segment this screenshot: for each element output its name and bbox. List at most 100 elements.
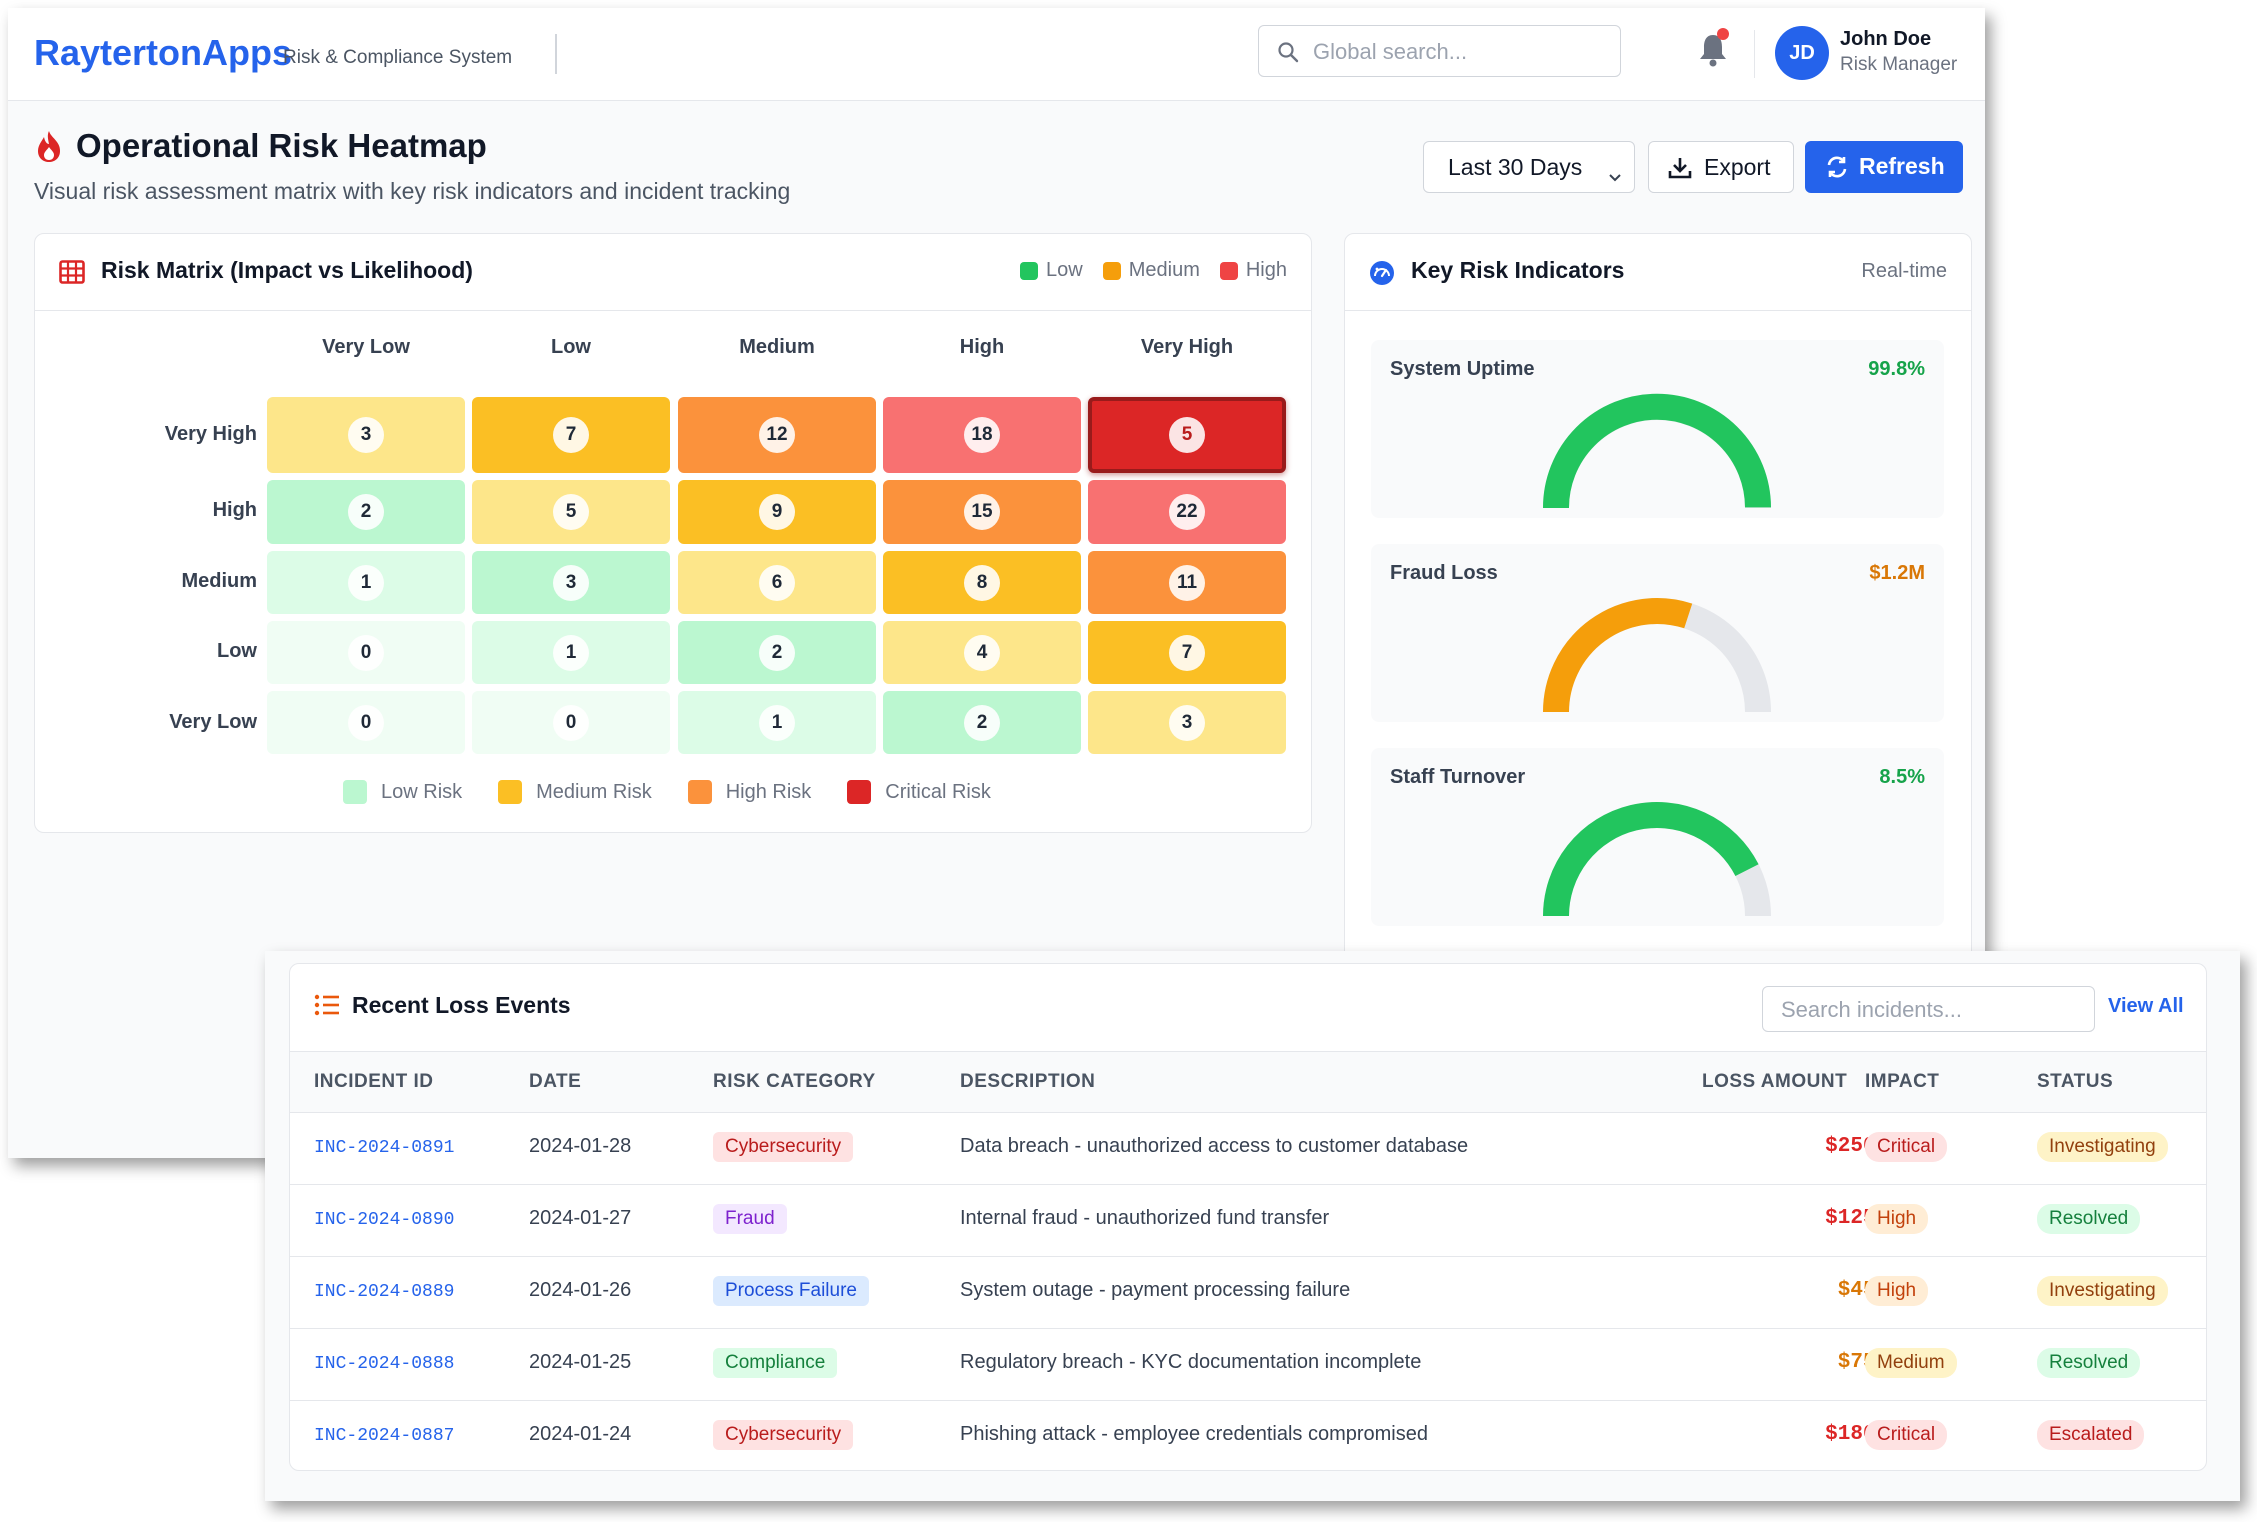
column-header[interactable]: INCIDENT ID	[314, 1071, 434, 1092]
matrix-cell[interactable]: 3	[267, 397, 465, 473]
legend-label: Low	[1046, 259, 1083, 281]
matrix-cell[interactable]: 7	[472, 397, 670, 473]
cell-count: 7	[1169, 634, 1205, 671]
matrix-cell-critical[interactable]: 5	[1088, 397, 1286, 473]
recent-loss-events-card: Recent Loss Events View All INCIDENT ID …	[289, 963, 2207, 1471]
page-title: Operational Risk Heatmap	[76, 127, 487, 164]
risk-matrix-card: Risk Matrix (Impact vs Likelihood) Low M…	[34, 233, 1312, 833]
category-badge: Cybersecurity	[713, 1132, 854, 1162]
matrix-cell[interactable]: 0	[267, 691, 465, 754]
legend-swatch	[1102, 261, 1121, 280]
cell-count: 0	[348, 704, 384, 741]
matrix-cell[interactable]: 1	[678, 691, 876, 754]
kpi-name: Staff Turnover	[1390, 766, 1526, 788]
matrix-col-header: High	[959, 336, 1005, 358]
risk-matrix-legend: Low Risk Medium Risk High Risk Critical …	[343, 780, 991, 804]
kpi-system-uptime[interactable]: System Uptime 99.8%	[1371, 340, 1944, 518]
risk-matrix-title: Risk Matrix (Impact vs Likelihood)	[101, 257, 473, 283]
column-header[interactable]: DESCRIPTION	[960, 1071, 1096, 1092]
table-row[interactable]: INC-2024-0888 2024-01-25 Compliance Regu…	[290, 1328, 2206, 1401]
matrix-cell[interactable]: 2	[883, 691, 1081, 754]
matrix-cell[interactable]: 4	[883, 621, 1081, 684]
view-all-link[interactable]: View All	[2108, 995, 2184, 1017]
legend-swatch	[687, 780, 712, 804]
matrix-cell[interactable]: 12	[678, 397, 876, 473]
matrix-cell[interactable]: 15	[883, 480, 1081, 544]
cell-count: 5	[553, 494, 589, 530]
incident-id-link[interactable]: INC-2024-0890	[314, 1210, 455, 1230]
date-range-select[interactable]: Last 30 Days	[1423, 141, 1635, 193]
matrix-col-header: Low	[551, 336, 591, 358]
incident-id-link[interactable]: INC-2024-0888	[314, 1354, 455, 1374]
impact-badge: Critical	[1865, 1420, 1948, 1450]
loss-events-window: Recent Loss Events View All INCIDENT ID …	[265, 951, 2240, 1501]
kpi-value: $1.2M	[1869, 562, 1925, 584]
incident-id-link[interactable]: INC-2024-0887	[314, 1426, 455, 1446]
matrix-row-header: Low	[217, 640, 257, 662]
matrix-cell[interactable]: 2	[678, 621, 876, 684]
matrix-cell[interactable]: 3	[1088, 691, 1286, 754]
bell-icon[interactable]	[1698, 32, 1734, 72]
incident-id-link[interactable]: INC-2024-0891	[314, 1138, 455, 1158]
matrix-cell[interactable]: 3	[472, 551, 670, 614]
matrix-cell[interactable]: 22	[1088, 480, 1286, 544]
matrix-row-header: Medium	[181, 570, 257, 592]
loss-events-title: Recent Loss Events	[352, 992, 571, 1018]
matrix-cell[interactable]: 2	[267, 480, 465, 544]
category-badge: Process Failure	[713, 1276, 869, 1306]
matrix-cell[interactable]: 18	[883, 397, 1081, 473]
table-row[interactable]: INC-2024-0889 2024-01-26 Process Failure…	[290, 1256, 2206, 1329]
column-header[interactable]: IMPACT	[1865, 1071, 1940, 1092]
matrix-cell[interactable]: 8	[883, 551, 1081, 614]
impact-badge: High	[1865, 1276, 1929, 1306]
table-row[interactable]: INC-2024-0887 2024-01-24 Cybersecurity P…	[290, 1400, 2206, 1472]
matrix-cell[interactable]: 7	[1088, 621, 1286, 684]
matrix-cell[interactable]: 6	[678, 551, 876, 614]
kpi-fraud-loss[interactable]: Fraud Loss $1.2M	[1371, 544, 1944, 722]
global-search[interactable]	[1258, 25, 1621, 77]
incident-id-link[interactable]: INC-2024-0889	[314, 1282, 455, 1302]
status-badge: Escalated	[2037, 1420, 2145, 1450]
global-search-input[interactable]	[1311, 34, 1605, 70]
cell-count: 5	[1169, 417, 1205, 453]
matrix-row-header: Very High	[164, 423, 257, 445]
matrix-cell[interactable]: 0	[472, 691, 670, 754]
gauge-fill	[1543, 802, 1759, 916]
matrix-cell[interactable]: 1	[472, 621, 670, 684]
cell-count: 1	[759, 704, 795, 741]
matrix-cell[interactable]: 1	[267, 551, 465, 614]
list-icon	[314, 994, 340, 1021]
card-divider	[1345, 310, 1971, 311]
table-row[interactable]: INC-2024-0890 2024-01-27 Fraud Internal …	[290, 1184, 2206, 1257]
column-header[interactable]: RISK CATEGORY	[713, 1071, 876, 1092]
kpi-staff-turnover[interactable]: Staff Turnover 8.5%	[1371, 748, 1944, 926]
matrix-cell[interactable]: 9	[678, 480, 876, 544]
matrix-row-header: Very Low	[169, 711, 257, 733]
cell-count: 2	[348, 494, 384, 530]
matrix-cell[interactable]: 0	[267, 621, 465, 684]
category-badge: Fraud	[713, 1204, 787, 1234]
impact-badge: Medium	[1865, 1348, 1957, 1378]
search-icon	[1277, 41, 1299, 68]
incident-search[interactable]	[1762, 986, 2095, 1032]
refresh-icon	[1825, 155, 1849, 185]
avatar[interactable]: JD	[1775, 26, 1829, 80]
legend-item-high: High	[1219, 259, 1287, 282]
status-badge: Investigating	[2037, 1132, 2168, 1162]
brand-logo[interactable]: RaytertonApps	[34, 32, 293, 73]
legend-swatch	[343, 780, 367, 804]
matrix-cell[interactable]: 11	[1088, 551, 1286, 614]
date-range-value: Last 30 Days	[1448, 154, 1583, 180]
incident-search-input[interactable]	[1779, 993, 2083, 1027]
column-header[interactable]: STATUS	[2037, 1071, 2114, 1092]
column-header[interactable]: LOSS AMOUNT	[1702, 1071, 1848, 1092]
export-button[interactable]: Export	[1648, 141, 1794, 193]
column-header[interactable]: DATE	[529, 1071, 582, 1092]
cell-count: 1	[348, 564, 384, 601]
refresh-button[interactable]: Refresh	[1805, 141, 1963, 193]
matrix-cell[interactable]: 5	[472, 480, 670, 544]
gauge-chart	[1542, 393, 1771, 508]
table-row[interactable]: INC-2024-0891 2024-01-28 Cybersecurity D…	[290, 1112, 2206, 1185]
status-badge: Resolved	[2037, 1348, 2141, 1378]
legend-label: Medium Risk	[536, 780, 652, 803]
